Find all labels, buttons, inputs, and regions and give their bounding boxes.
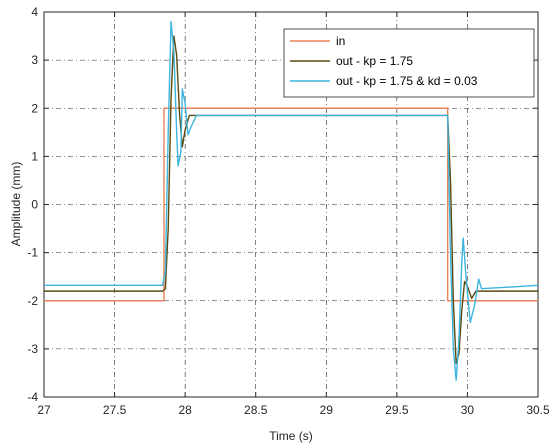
y-tick-label: -4 (27, 390, 38, 404)
legend-label-out-kp: out - kp = 1.75 (336, 54, 413, 68)
axis-ticks: 27 27.5 28 28.5 29 29.5 30 30.5 -4 -3 -2 -1 0 1 2 3 4 (27, 5, 550, 417)
y-tick-label: 3 (31, 53, 38, 67)
x-tick-label: 29.5 (385, 403, 409, 417)
x-tick-label: 30 (461, 403, 475, 417)
series-lines (44, 20, 539, 381)
x-tick-label: 27 (37, 403, 51, 417)
series-line-out-kp-kd (44, 20, 539, 381)
legend-label-in: in (336, 34, 345, 48)
x-tick-label: 28 (178, 403, 192, 417)
x-axis-title: Time (s) (269, 429, 313, 443)
x-tick-label: 29 (320, 403, 334, 417)
x-tick-label: 28.5 (244, 403, 268, 417)
y-tick-label: -3 (27, 342, 38, 356)
y-tick-label: 1 (31, 149, 38, 163)
y-tick-label: 2 (31, 101, 38, 115)
legend: in out - kp = 1.75 out - kp = 1.75 & kd … (283, 28, 535, 98)
x-tick-label: 27.5 (103, 403, 127, 417)
y-tick-label: -1 (27, 246, 38, 260)
legend-label-out-kp-kd: out - kp = 1.75 & kd = 0.03 (336, 74, 478, 88)
y-tick-label: 0 (31, 198, 38, 212)
x-tick-label: 30.5 (526, 403, 550, 417)
y-tick-label: 4 (31, 5, 38, 19)
y-axis-title: Amplitude (mm) (9, 162, 23, 247)
y-tick-label: -2 (27, 294, 38, 308)
